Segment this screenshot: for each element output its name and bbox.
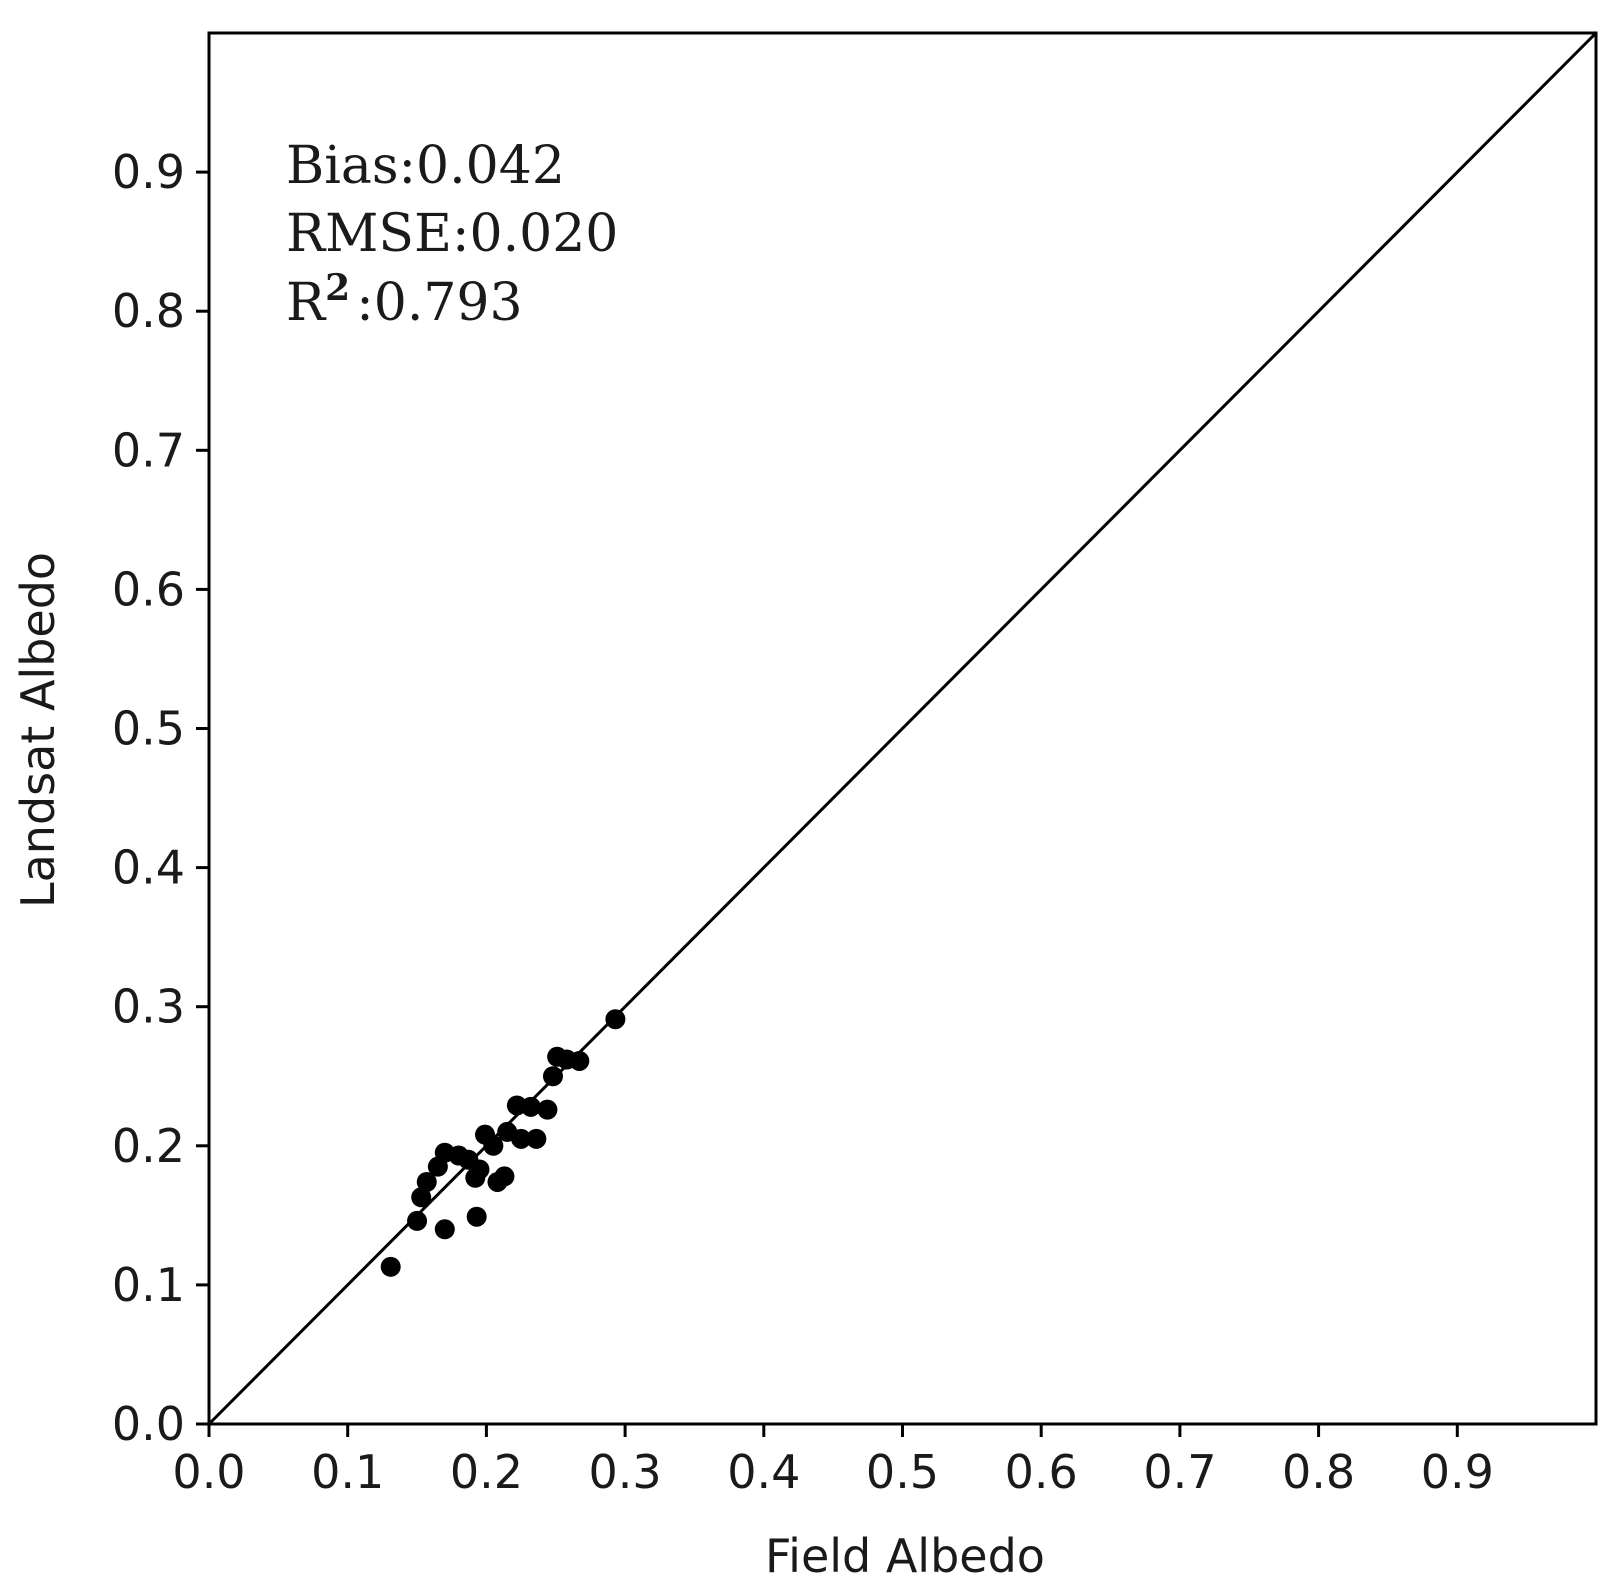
x-tick-label: 0.1 xyxy=(311,1445,384,1499)
x-tick-label: 0.9 xyxy=(1421,1445,1494,1499)
y-tick-label: 0.1 xyxy=(112,1258,185,1312)
data-point xyxy=(494,1166,515,1187)
data-point xyxy=(569,1050,590,1071)
y-axis-label: Landsat Albedo xyxy=(11,552,65,908)
data-point xyxy=(380,1256,401,1277)
r2-annotation-base: R xyxy=(286,273,327,333)
x-tick-label: 0.6 xyxy=(1005,1445,1078,1499)
x-tick-label: 0.4 xyxy=(727,1445,800,1499)
one-to-one-reference-line xyxy=(207,31,1598,1426)
tick-group xyxy=(196,170,1459,1437)
r2-annotation-value: :0.793 xyxy=(356,273,522,333)
data-point xyxy=(434,1219,455,1240)
plot-frame xyxy=(207,31,1598,1426)
data-point xyxy=(411,1187,432,1208)
x-tick-label: 0.5 xyxy=(866,1445,939,1499)
data-point xyxy=(416,1171,437,1192)
y-tick-label: 0.6 xyxy=(112,562,185,616)
tick-label-group: 0.0 0.1 0.2 0.3 0.4 0.5 0.6 0.7 0.8 0.9 0.0 0.1 0.2 0… xyxy=(112,145,1494,1499)
data-point xyxy=(520,1096,541,1117)
data-point xyxy=(469,1159,490,1180)
y-tick-label: 0.7 xyxy=(112,423,185,477)
data-point xyxy=(526,1128,547,1149)
rmse-annotation: RMSE:0.020 xyxy=(286,204,618,264)
y-tick-label: 0.8 xyxy=(112,284,185,338)
y-tick-label: 0.9 xyxy=(112,145,185,199)
data-point xyxy=(407,1210,428,1231)
y-tick-label: 0.2 xyxy=(112,1119,185,1173)
data-point xyxy=(542,1066,563,1087)
y-tick-label: 0.3 xyxy=(112,980,185,1034)
data-point xyxy=(605,1009,626,1030)
y-tick-label: 0.0 xyxy=(112,1397,185,1451)
data-point xyxy=(511,1128,532,1149)
x-tick-label: 0.0 xyxy=(172,1445,245,1499)
y-tick-label: 0.5 xyxy=(112,702,185,756)
data-point xyxy=(466,1206,487,1227)
y-tick-label: 0.4 xyxy=(112,841,185,895)
x-axis-label: Field Albedo xyxy=(765,1529,1045,1583)
r2-annotation-superscript: 2 xyxy=(325,267,350,309)
x-tick-label: 0.2 xyxy=(450,1445,523,1499)
data-point xyxy=(537,1099,558,1120)
x-tick-label: 0.8 xyxy=(1282,1445,1355,1499)
bias-annotation: Bias:0.042 xyxy=(286,136,565,196)
x-tick-label: 0.3 xyxy=(589,1445,662,1499)
r2-annotation: R2:0.793 xyxy=(286,267,523,333)
data-points xyxy=(380,1009,626,1277)
x-tick-label: 0.7 xyxy=(1143,1445,1216,1499)
data-point xyxy=(483,1135,504,1156)
